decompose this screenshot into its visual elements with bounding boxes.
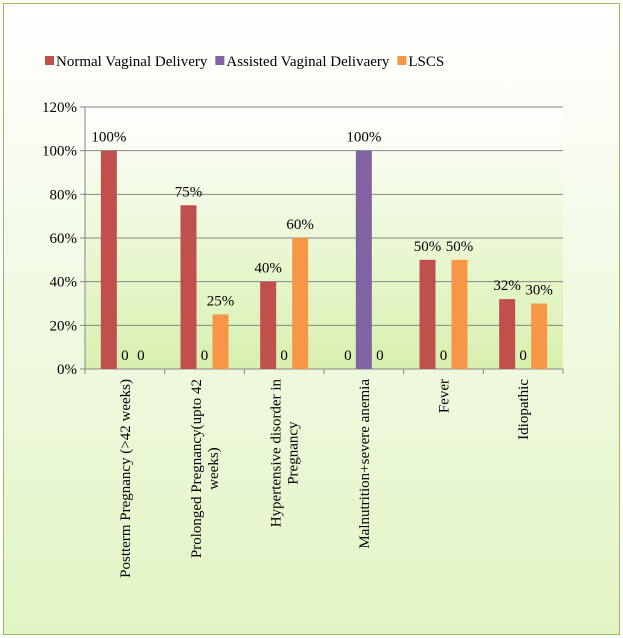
bar (260, 281, 277, 369)
data-label: 50% (414, 239, 442, 255)
y-tick-label: 120% (42, 100, 77, 116)
data-label: 60% (286, 217, 314, 233)
data-label: 0 (440, 348, 448, 364)
bar (419, 259, 436, 369)
bar (451, 259, 468, 369)
legend-label: Normal Vaginal Delivery (56, 54, 208, 70)
bar (292, 238, 309, 369)
data-label: 75% (175, 184, 203, 200)
x-tick-label: Hypertensive disorder inPregnancy (269, 379, 302, 528)
data-label: 30% (525, 283, 553, 299)
data-label: 25% (207, 293, 235, 309)
bar (100, 150, 117, 369)
bar (355, 150, 372, 369)
data-label: 0 (137, 348, 145, 364)
y-tick-label: 20% (50, 318, 78, 334)
data-label: 32% (493, 278, 521, 294)
bar (212, 314, 229, 369)
data-label: 100% (91, 130, 126, 146)
data-label: 0 (344, 348, 352, 364)
x-tick-label: Malnutrition+severe anemia (357, 379, 373, 549)
legend-label: Assisted Vaginal Delivaery (226, 54, 390, 70)
x-tick-label: Prolonged Pregnancy(upto 42weeks) (189, 379, 222, 558)
y-tick-label: 0% (57, 362, 77, 378)
data-label: 50% (446, 239, 474, 255)
legend-label: LSCS (408, 54, 444, 70)
y-tick-label: 100% (42, 144, 77, 160)
data-label: 100% (346, 130, 381, 146)
x-tick-label: Idiopathic (516, 379, 532, 440)
bar (531, 303, 548, 369)
data-label: 0 (280, 348, 288, 364)
x-tick-label: Fever (437, 379, 453, 413)
bar (180, 205, 197, 369)
data-label: 40% (254, 261, 282, 277)
y-tick-label: 80% (50, 187, 78, 203)
y-tick-label: 40% (50, 275, 78, 291)
x-tick-label: Postterm Pregnancy (>42 weeks) (118, 379, 134, 578)
y-tick-label: 60% (50, 231, 78, 247)
data-label: 0 (201, 348, 209, 364)
legend-swatch (215, 56, 225, 65)
legend-swatch (397, 56, 407, 65)
data-label: 0 (121, 348, 129, 364)
legend-swatch (45, 56, 54, 65)
data-label: 0 (519, 348, 527, 364)
bar (499, 299, 516, 369)
data-label: 0 (376, 348, 384, 364)
